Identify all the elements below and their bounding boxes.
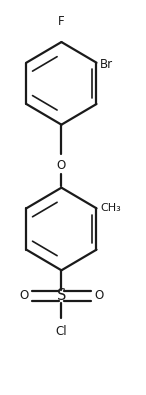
Text: Cl: Cl — [56, 325, 67, 339]
Text: O: O — [57, 159, 66, 172]
Text: F: F — [58, 15, 65, 28]
Text: CH₃: CH₃ — [100, 203, 121, 213]
Text: Br: Br — [100, 58, 113, 71]
Text: O: O — [95, 290, 104, 303]
Text: S: S — [57, 288, 66, 303]
Text: O: O — [19, 290, 28, 303]
